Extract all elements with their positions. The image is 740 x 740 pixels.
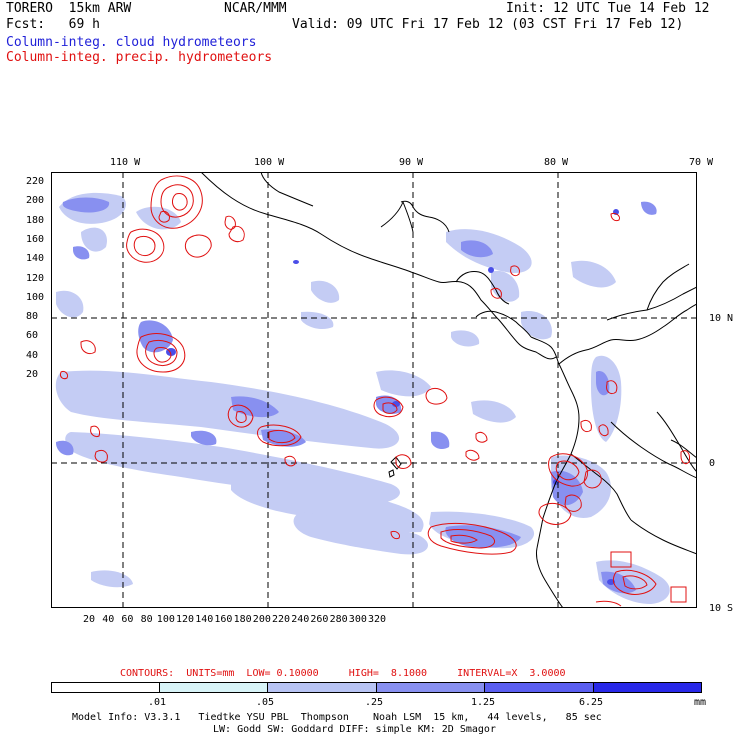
x-tick-label: 320 <box>368 614 387 625</box>
y-tick-label: 80 <box>26 311 39 323</box>
x-tick-label: 20 <box>83 614 96 625</box>
hydrometeor-map <box>51 172 697 608</box>
x-tick-label: 220 <box>272 614 291 625</box>
footer-physics: LW: Godd SW: Goddard DIFF: simple KM: 2D… <box>213 724 496 735</box>
y-tick-label: 200 <box>26 195 45 207</box>
colorbar-segment <box>377 682 485 693</box>
colorbar-label-0: .01 <box>148 697 167 708</box>
y-tick-label: 60 <box>26 330 39 342</box>
lon-label-70w: 70 W <box>689 157 714 168</box>
x-tick-label: 40 <box>102 614 115 625</box>
precip-hydrometeor-contours <box>60 175 690 607</box>
x-tick-label: 60 <box>121 614 134 625</box>
x-tick-label: 80 <box>140 614 153 625</box>
x-tick-label: 120 <box>176 614 195 625</box>
cloud-hydrometeor-light-shading <box>55 192 670 604</box>
colorbar-segment <box>51 682 160 693</box>
x-tick-label: 160 <box>214 614 233 625</box>
org-label: NCAR/MMM <box>224 1 287 16</box>
forecast-hour: Fcst: 69 h <box>6 17 100 32</box>
lat-lon-grid <box>51 172 697 608</box>
x-tick-label: 300 <box>348 614 367 625</box>
field-precip-label: Column-integ. precip. hydrometeors <box>6 50 273 65</box>
footer-model-info: Model Info: V3.3.1 Tiedtke YSU PBL Thomp… <box>72 712 602 723</box>
x-tick-label: 200 <box>252 614 271 625</box>
x-tick-label: 140 <box>195 614 214 625</box>
colorbar-label-3: 1.25 <box>471 697 496 708</box>
x-tick-label: 260 <box>310 614 329 625</box>
colorbar-segment <box>485 682 594 693</box>
lat-label-10s: 10 S <box>709 603 734 614</box>
y-tick-label: 100 <box>26 291 45 303</box>
lat-label-0: 0 <box>709 458 716 469</box>
x-tick-label: 240 <box>291 614 310 625</box>
lat-label-10n: 10 N <box>709 313 734 324</box>
x-tick-label: 180 <box>233 614 252 625</box>
lon-label-110w: 110 W <box>110 157 141 168</box>
colorbar-label-1: .05 <box>256 697 275 708</box>
valid-time: Valid: 09 UTC Fri 17 Feb 12 (03 CST Fri … <box>292 17 684 32</box>
lon-label-100w: 100 W <box>254 157 285 168</box>
x-tick-label: 100 <box>156 614 175 625</box>
field-cloud-label: Column-integ. cloud hydrometeors <box>6 35 257 50</box>
coastlines <box>200 172 697 608</box>
colorbar-unit: mm <box>694 697 707 708</box>
lon-label-80w: 80 W <box>544 157 569 168</box>
colorbar-segment <box>268 682 377 693</box>
y-tick-label: 40 <box>26 349 39 361</box>
colorbar-label-2: .25 <box>365 697 384 708</box>
y-tick-label: 20 <box>26 369 39 380</box>
y-tick-label: 180 <box>26 214 45 226</box>
y-tick-label: 160 <box>26 233 45 245</box>
y-tick-label: 140 <box>26 253 45 265</box>
contour-info: CONTOURS: UNITS=mm LOW= 0.10000 HIGH= 8.… <box>120 668 566 679</box>
lon-label-90w: 90 W <box>399 157 424 168</box>
y-tick-label: 120 <box>26 272 45 284</box>
colorbar-label-4: 6.25 <box>579 697 604 708</box>
init-time: Init: 12 UTC Tue 14 Feb 12 <box>506 1 710 16</box>
cloud-hydrometeor-mid-shading <box>56 197 657 594</box>
colorbar-segment <box>160 682 268 693</box>
y-tick-label: 220 <box>26 176 45 187</box>
model-title: TORERO 15km ARW <box>6 1 132 16</box>
colorbar-segment <box>594 682 702 693</box>
x-tick-label: 280 <box>329 614 348 625</box>
